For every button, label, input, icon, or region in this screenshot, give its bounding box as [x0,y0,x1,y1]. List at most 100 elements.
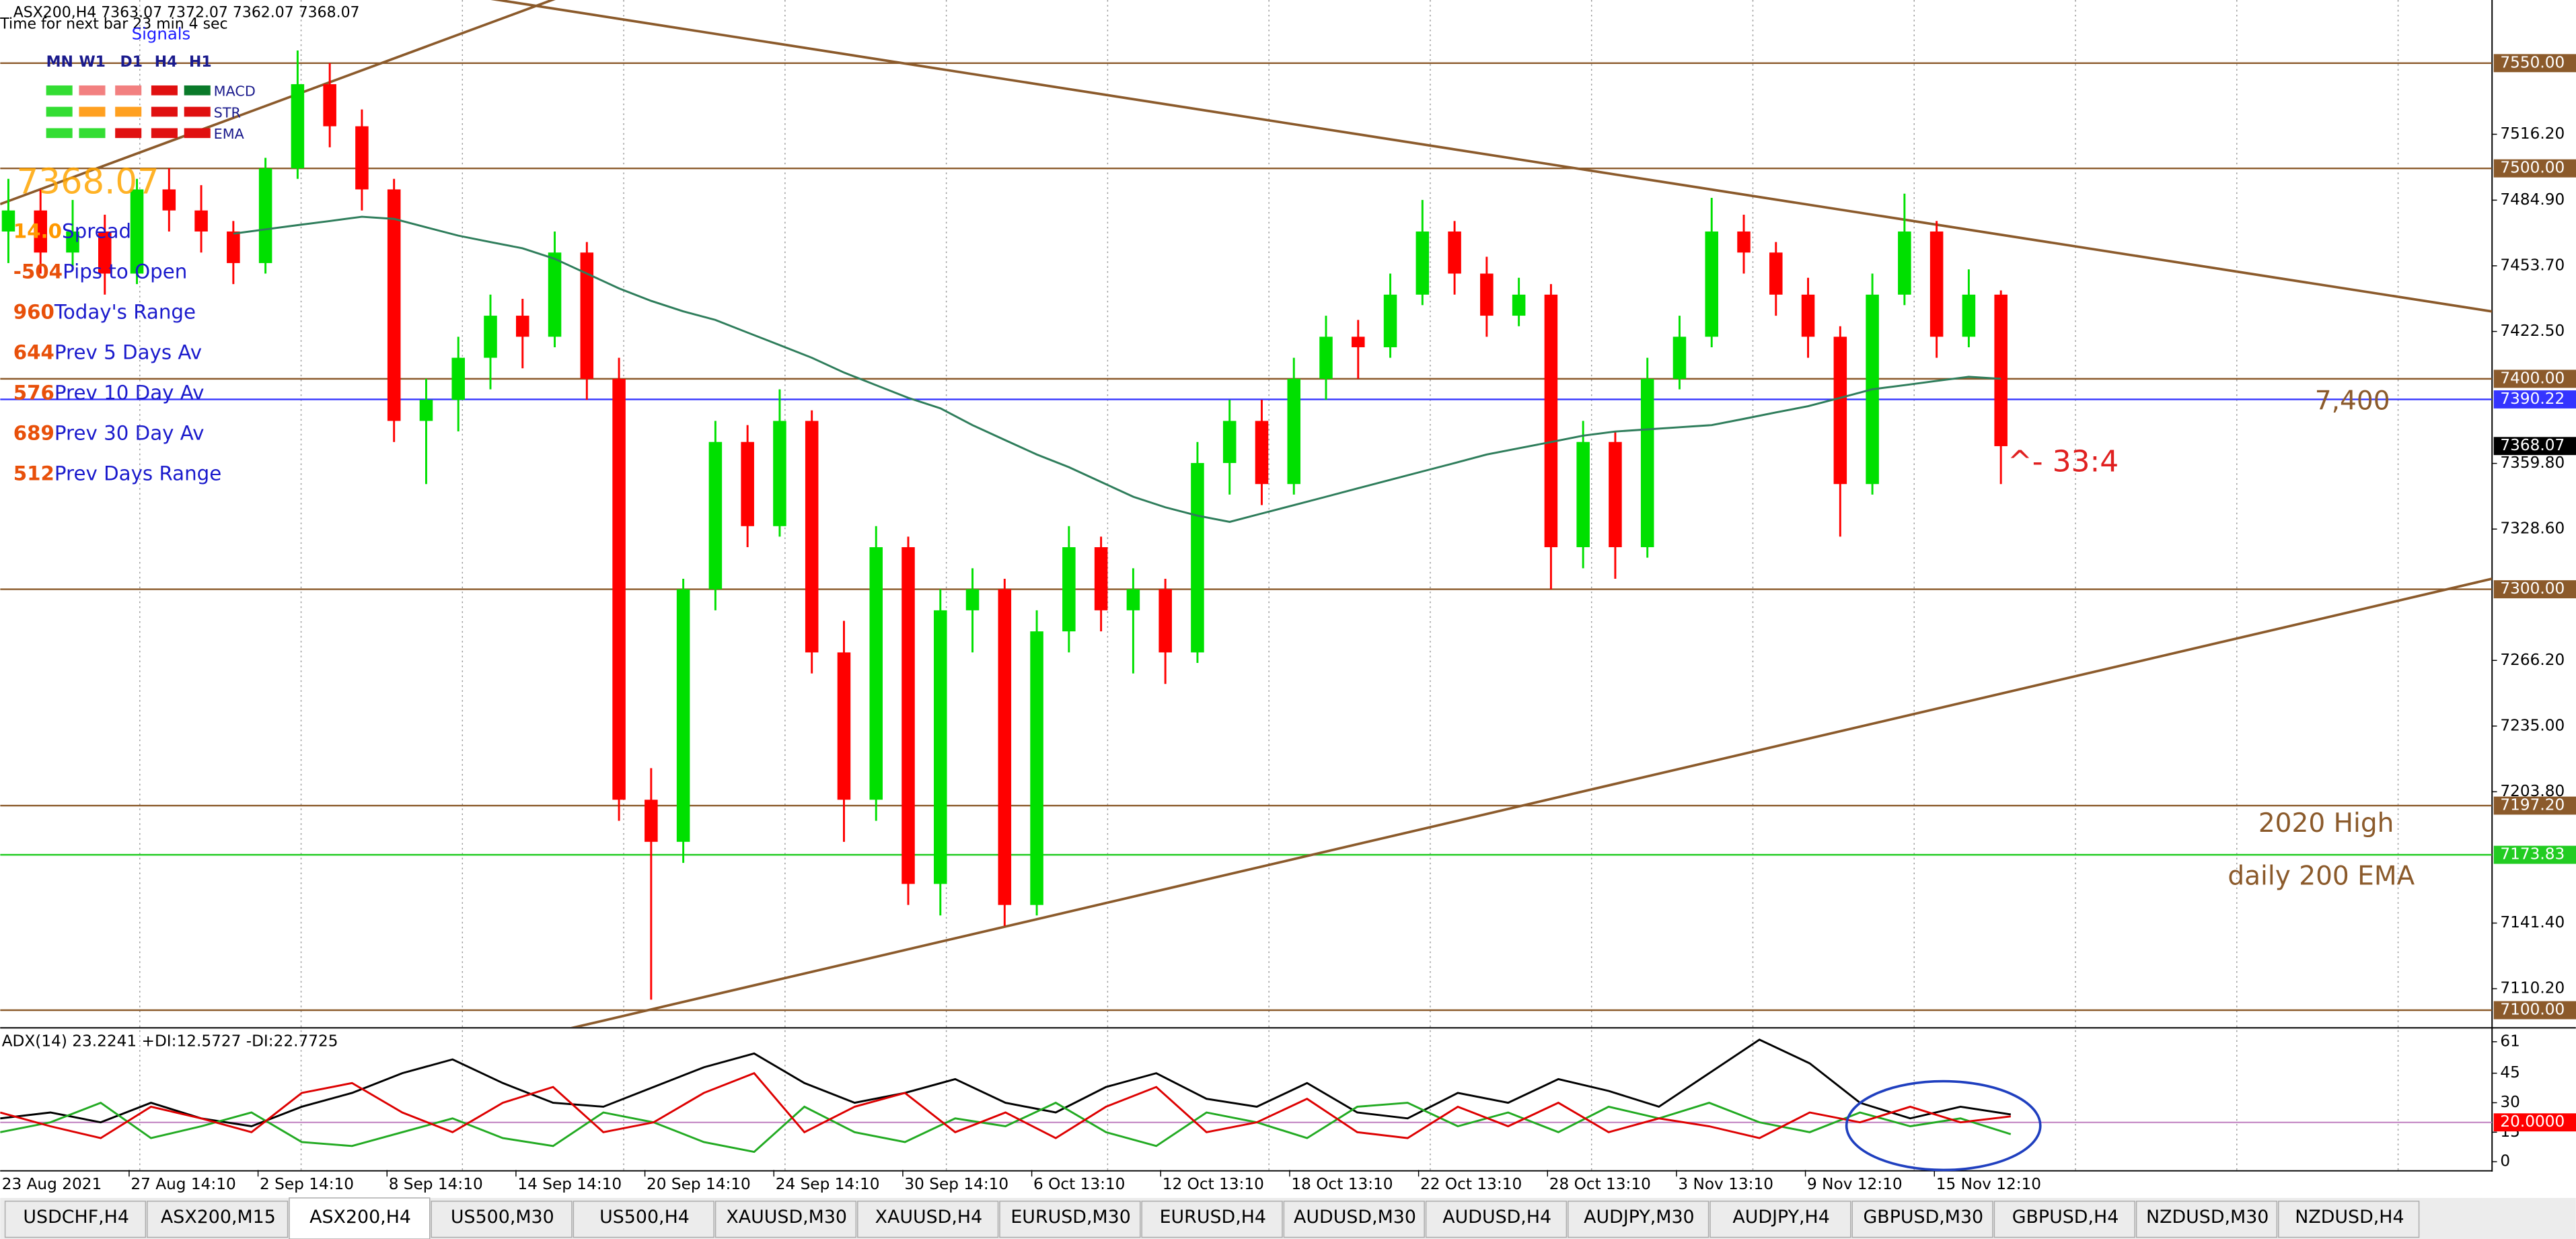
level-label-bg [2493,369,2576,388]
tab-label[interactable]: USDCHF,H4 [23,1207,129,1228]
stat-label: Prev 30 Day Av [54,421,205,444]
tab-label[interactable]: GBPUSD,H4 [2012,1207,2119,1228]
candle-body [1769,252,1783,295]
tab[interactable] [573,1201,714,1238]
x-tick-label: 18 Oct 13:10 [1291,1175,1393,1193]
candle-body [258,168,272,263]
adx-tick-label: 45 [2500,1063,2520,1082]
candle-body [1994,294,2008,446]
tab[interactable] [1709,1201,1851,1238]
tab[interactable] [999,1201,1141,1238]
tab[interactable] [4,1201,147,1238]
level-label-bg [2493,796,2576,815]
level-label: 7368.07 [2500,436,2565,454]
adx-line [0,1038,2012,1128]
candle-body [291,84,305,169]
tab[interactable] [1141,1201,1283,1238]
tab[interactable] [147,1201,289,1238]
tab-label[interactable]: ASX200,H4 [309,1207,411,1228]
tab-label[interactable]: AUDJPY,M30 [1584,1207,1694,1228]
tab-label[interactable]: XAUUSD,H4 [875,1207,983,1228]
candle-body [162,189,176,211]
candle-body [708,441,723,590]
y-tick-label: 7359.80 [2500,454,2565,472]
candle-body [1255,421,1269,485]
tab[interactable] [289,1197,431,1239]
stat-line: -504Pips to Open [13,260,187,283]
tab[interactable] [1568,1201,1709,1238]
candle-body [612,378,626,800]
stat-label: Pips to Open [63,260,187,283]
ema-line [233,215,2001,523]
tab-label[interactable]: AUDUSD,M30 [1294,1207,1416,1228]
tab-label[interactable]: NZDUSD,H4 [2295,1207,2404,1228]
tab-label[interactable]: NZDUSD,M30 [2146,1207,2269,1228]
candle-body [580,252,594,379]
annotation: daily 200 EMA [2228,861,2415,891]
tab-label[interactable]: US500,M30 [451,1207,554,1228]
candle-body [676,589,690,842]
adx-tick-label: 61 [2500,1032,2520,1050]
candle-body [741,441,754,526]
candle-body [1801,294,1815,337]
tab[interactable] [431,1201,573,1238]
candle-body [965,589,980,610]
tab-label[interactable]: XAUUSD,M30 [726,1207,847,1228]
timeframe-label: H4 [155,54,178,71]
level-label: 7400.00 [2500,369,2565,387]
stat-label: Prev 5 Days Av [54,341,202,363]
tab[interactable] [714,1201,857,1238]
candle-body [1,210,15,232]
tab-label[interactable]: AUDJPY,H4 [1732,1207,1829,1228]
candle-body [1737,231,1751,253]
tab[interactable] [2135,1201,2278,1238]
tab-label[interactable]: US500,H4 [599,1207,690,1228]
y-tick-label: 7484.90 [2500,190,2565,209]
tab[interactable] [1993,1201,2135,1238]
tab[interactable] [857,1201,999,1238]
tab-label[interactable]: ASX200,M15 [161,1207,276,1228]
level-label-bg [2493,845,2576,864]
candle-body [805,421,819,653]
signal-row-label: STR [214,104,241,120]
tab[interactable] [1425,1201,1568,1238]
tab-label[interactable]: GBPUSD,M30 [1863,1207,1983,1228]
candle-body [66,231,79,253]
stat-value: 689 [13,421,54,444]
timeframe-label: H1 [189,54,212,71]
level-label: 7390.22 [2500,390,2565,408]
candle-body [323,84,336,127]
candle-body [1576,441,1590,548]
adx-tick-label: 0 [2500,1152,2510,1170]
tab[interactable] [1283,1201,1425,1238]
chart-title: ASX200,H4 7363.07 7372.07 7362.07 7368.0… [13,5,360,22]
trend-line [571,577,2493,1028]
candle-body [1062,547,1076,632]
tab-label[interactable]: EURUSD,H4 [1160,1207,1266,1228]
candle-body [998,589,1012,905]
y-tick-label: 7235.00 [2500,716,2565,734]
candle-body [1030,631,1043,905]
y-tick-label: 7328.60 [2500,520,2565,538]
stat-label: Prev 10 Day Av [54,381,205,404]
stat-value: 576 [13,381,54,404]
x-tick-label: 28 Oct 13:10 [1549,1175,1651,1193]
level-label-bg [2493,390,2576,409]
timeframe-label: MN [46,54,73,71]
info-panel: ASX200,H4 7363.07 7372.07 7362.07 7368.0… [0,5,360,485]
level-label: 7500.00 [2500,159,2565,177]
tab[interactable] [1851,1201,1993,1238]
y-tick-label: 7110.20 [2500,979,2565,997]
tab[interactable] [2278,1201,2420,1238]
annotation: 2020 High [2258,808,2394,839]
annotation: 7,400 [2315,386,2390,417]
x-tick-label: 23 Aug 2021 [2,1175,102,1193]
tab-label[interactable]: AUDUSD,H4 [1442,1207,1551,1228]
tab-label[interactable]: EURUSD,M30 [1010,1207,1130,1228]
candle-body [1383,294,1397,347]
candle-body [645,800,658,842]
candle-body [516,316,529,337]
candle-body [934,610,947,884]
adx-tick-label: 30 [2500,1093,2520,1111]
